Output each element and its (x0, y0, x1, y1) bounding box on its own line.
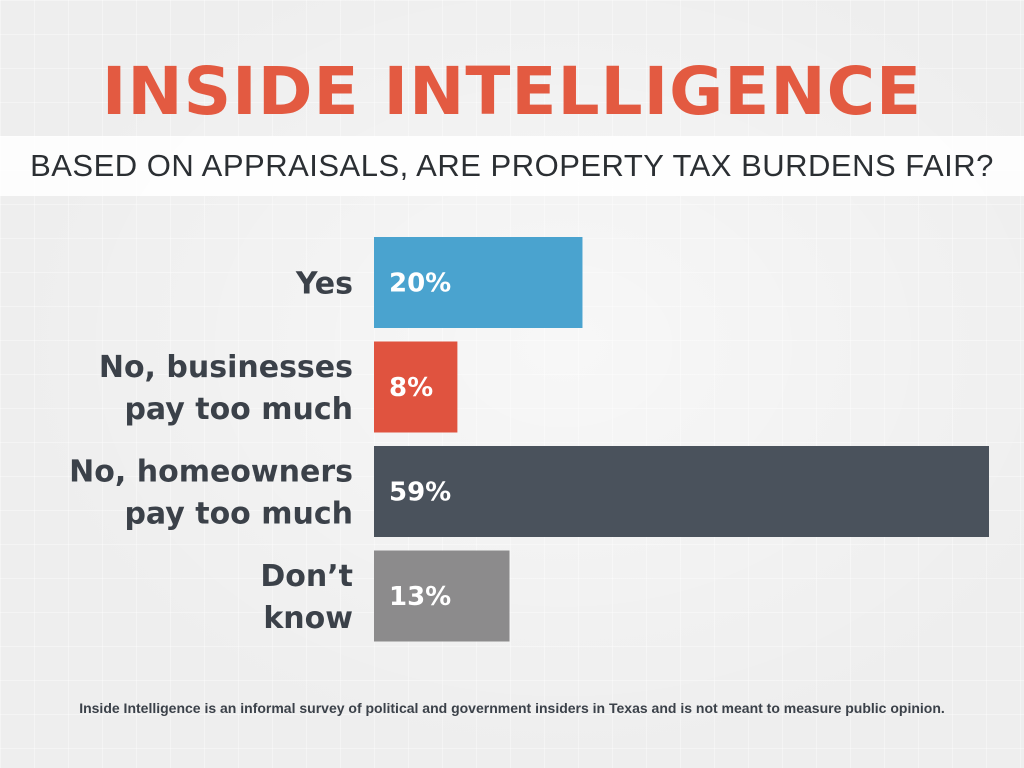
subtitle-band: BASED ON APPRAISALS, ARE PROPERTY TAX BU… (0, 136, 1024, 196)
value-label-homeowners: 59% (389, 478, 451, 508)
category-label-yes: Yes (295, 267, 353, 302)
chart-question: BASED ON APPRAISALS, ARE PROPERTY TAX BU… (30, 148, 994, 183)
category-label-businesses: No, businesses (99, 350, 353, 385)
category-label-homeowners: No, homeowners (69, 455, 353, 490)
bar-homeowners (374, 446, 989, 537)
value-label-yes: 20% (389, 269, 451, 299)
page-title: INSIDE INTELLIGENCE (101, 53, 923, 130)
bar-dont-know (374, 550, 510, 642)
bar-businesses (374, 341, 458, 433)
category-label-dont-know: Don’t (260, 559, 353, 594)
footnote: Inside Intelligence is an informal surve… (79, 700, 945, 716)
bar-yes (374, 237, 583, 328)
category-label-businesses: pay too much (124, 392, 353, 427)
value-label-dont-know: 13% (389, 582, 451, 612)
category-label-homeowners: pay too much (124, 497, 353, 532)
category-label-dont-know: know (263, 601, 353, 636)
value-label-businesses: 8% (389, 373, 433, 403)
